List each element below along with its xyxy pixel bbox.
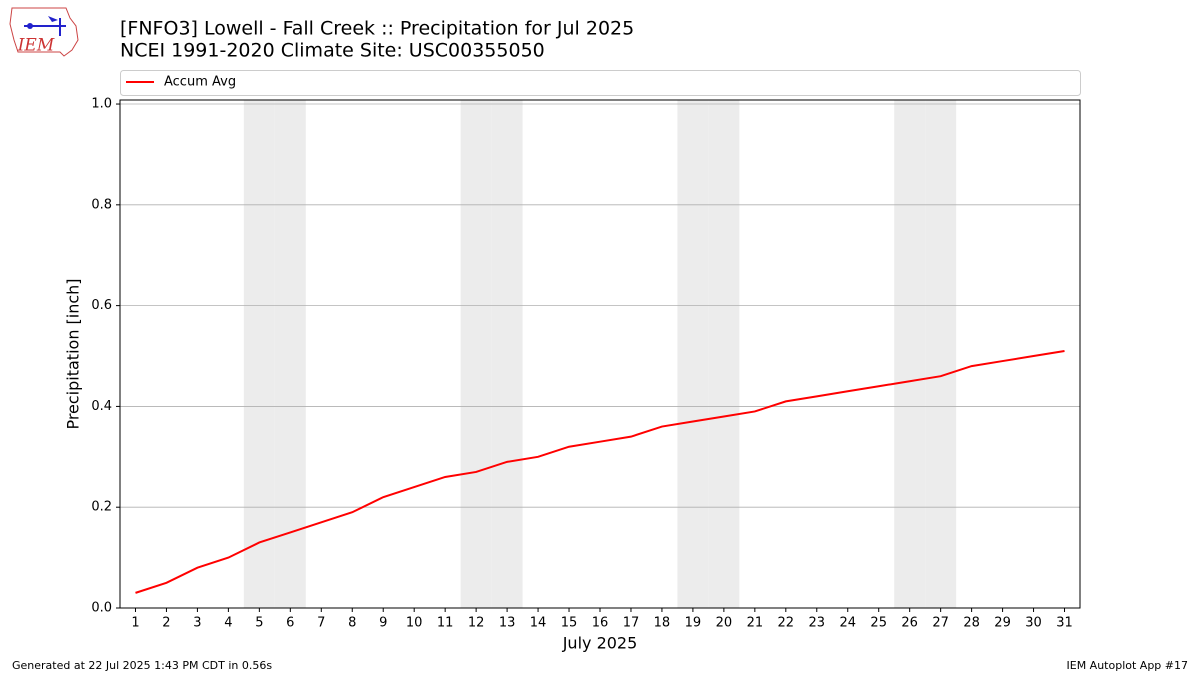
weekend-shade	[491, 100, 523, 608]
x-tick-label: 20	[716, 616, 733, 631]
weekend-shade	[677, 100, 709, 608]
x-tick-label: 5	[255, 616, 263, 631]
x-tick-label: 11	[437, 616, 454, 631]
legend-label: Accum Avg	[164, 75, 236, 90]
weekend-shade	[708, 100, 740, 608]
x-tick-label: 9	[379, 616, 387, 631]
x-tick-label: 27	[932, 616, 949, 631]
chart-title: [FNFO3] Lowell - Fall Creek :: Precipita…	[120, 18, 634, 40]
x-tick-label: 15	[561, 616, 578, 631]
weekend-shade	[925, 100, 957, 608]
series-line	[135, 349, 1065, 594]
x-tick-label: 7	[317, 616, 325, 631]
x-tick-label: 21	[747, 616, 764, 631]
weekend-shade	[460, 100, 492, 608]
x-tick-label: 22	[778, 616, 795, 631]
legend-box	[120, 70, 1081, 96]
y-tick-label: 0.4	[91, 399, 112, 414]
chart-subtitle: NCEI 1991-2020 Climate Site: USC00355050	[120, 40, 545, 62]
x-tick-label: 6	[286, 616, 294, 631]
x-tick-label: 28	[963, 616, 980, 631]
weekend-shade	[243, 100, 275, 608]
y-tick-label: 0.2	[91, 500, 112, 515]
y-tick-label: 0.8	[91, 197, 112, 212]
x-tick-label: 2	[162, 616, 170, 631]
x-tick-label: 29	[994, 616, 1011, 631]
y-axis-label: Precipitation [inch]	[64, 278, 83, 429]
logo-text: IEM	[17, 36, 55, 56]
x-axis-label: July 2025	[562, 634, 638, 653]
x-tick-label: 23	[809, 616, 826, 631]
footer-right: IEM Autoplot App #17	[1067, 659, 1189, 672]
x-tick-label: 17	[623, 616, 640, 631]
x-tick-label: 24	[839, 616, 856, 631]
footer-left: Generated at 22 Jul 2025 1:43 PM CDT in …	[12, 659, 272, 672]
y-tick-label: 0.0	[91, 601, 112, 616]
x-tick-label: 8	[348, 616, 356, 631]
x-tick-label: 12	[468, 616, 485, 631]
y-tick-label: 1.0	[91, 97, 112, 112]
x-tick-label: 10	[406, 616, 423, 631]
weekend-shade	[274, 100, 306, 608]
x-tick-label: 25	[870, 616, 887, 631]
weekend-shade	[894, 100, 926, 608]
x-tick-label: 30	[1025, 616, 1042, 631]
plot-frame	[119, 99, 1081, 609]
x-tick-label: 13	[499, 616, 516, 631]
x-tick-label: 4	[224, 616, 232, 631]
x-tick-label: 18	[654, 616, 671, 631]
x-tick-label: 26	[901, 616, 918, 631]
x-tick-label: 31	[1056, 616, 1073, 631]
logo: IEM	[9, 7, 79, 57]
x-tick-label: 14	[530, 616, 547, 631]
x-tick-label: 1	[131, 616, 139, 631]
x-tick-label: 3	[193, 616, 201, 631]
x-tick-label: 16	[592, 616, 609, 631]
x-tick-label: 19	[685, 616, 702, 631]
y-tick-label: 0.6	[91, 298, 112, 313]
